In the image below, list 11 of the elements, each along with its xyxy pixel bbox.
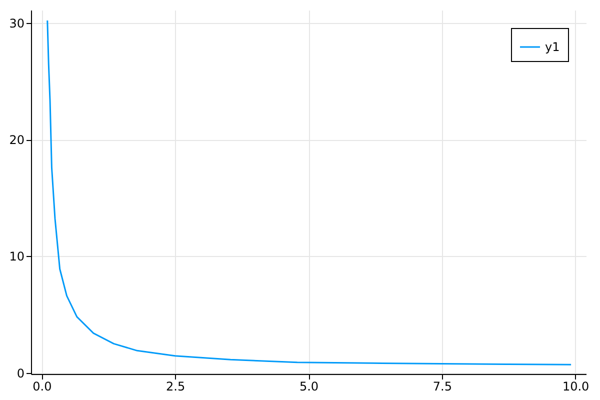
legend-label: y1 xyxy=(545,40,560,54)
y-tick-label: 0 xyxy=(16,366,24,380)
x-tick-label: 7.5 xyxy=(432,380,452,394)
y-tick-label: 10 xyxy=(9,250,24,264)
y-tick-label: 30 xyxy=(9,16,24,30)
x-tick-label: 2.5 xyxy=(166,380,186,394)
x-tick-label: 0.0 xyxy=(32,380,52,394)
x-tick-label: 10.0 xyxy=(562,380,590,394)
y-tick-label: 20 xyxy=(9,133,24,147)
line-series xyxy=(46,20,572,366)
x-tick-label: 5.0 xyxy=(299,380,319,394)
